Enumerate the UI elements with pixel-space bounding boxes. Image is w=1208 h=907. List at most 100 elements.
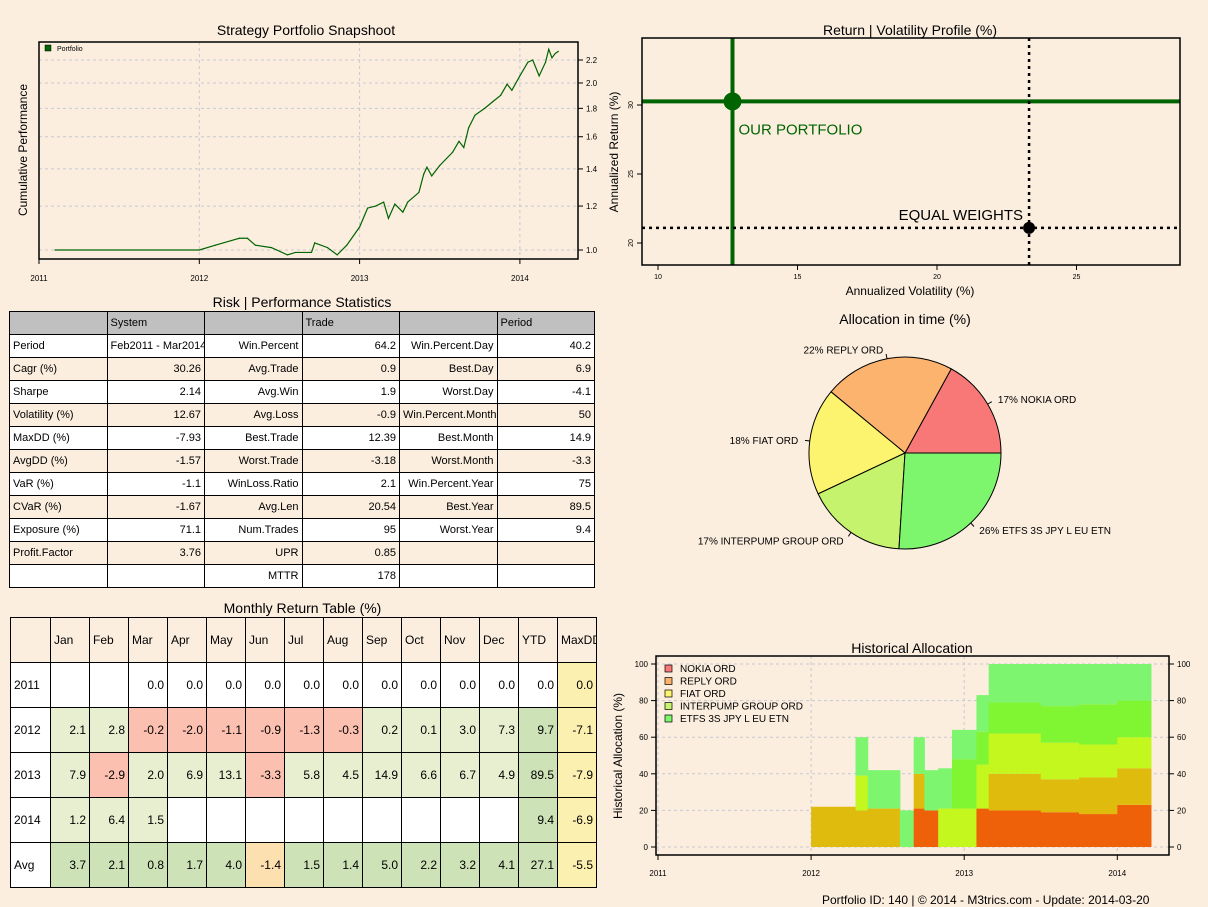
table-row: Sharpe 2.14 Avg.Win 1.9 Worst.Day -4.1: [9, 380, 595, 404]
legend-swatch: [44, 44, 52, 52]
area-segment-reply-ord: [1079, 777, 1118, 815]
table-cell: 4.1: [479, 842, 519, 888]
table-cell: -2.9: [89, 752, 129, 798]
data-point: [246, 237, 248, 239]
legend-swatch: [664, 714, 673, 723]
y-tick-label: 100: [635, 660, 649, 669]
table-cell: -3.3: [496, 449, 595, 473]
table-cell: 64.2: [301, 334, 400, 358]
table-cell: Num.Trades: [204, 518, 303, 542]
x-tick-label: 2012: [190, 274, 208, 283]
y-tick-label: 1.8: [586, 104, 598, 113]
table-cell: 6.9: [496, 357, 595, 381]
pie-slice: [808, 391, 906, 495]
table-cell: Exposure (%): [9, 518, 108, 542]
y-tick-label-right: 0: [1177, 843, 1182, 852]
data-point: [554, 52, 556, 55]
table-cell: 0.0: [362, 662, 402, 708]
table-cell: 0.0: [518, 662, 558, 708]
area-segment-etfs-3s-jpy-l-eu-etn: [938, 768, 953, 809]
table-cell: -1.3: [284, 707, 324, 753]
y-tick-label-right: 80: [1177, 697, 1186, 706]
area-segment-etfs-3s-jpy-l-eu-etn: [1040, 664, 1080, 707]
table-cell: 4.5: [323, 752, 363, 798]
table-cell: 9.4: [496, 518, 595, 542]
table-cell: MaxDD (%): [9, 426, 108, 450]
legend-swatch: [664, 702, 673, 710]
pie-label-tick: [804, 439, 810, 442]
area-segment-interpump-group-ord: [976, 731, 990, 765]
footer: Portfolio ID: 140 | © 2014 - M3trics.com…: [822, 893, 1150, 907]
data-point: [527, 61, 529, 63]
data-point: [367, 207, 369, 209]
table-cell: 6.7: [440, 752, 480, 798]
area-segment-nokia-ord: [1079, 814, 1118, 847]
table-cell: WinLoss.Ratio: [204, 472, 303, 496]
table-cell: 2014: [10, 797, 51, 843]
table-cell: [89, 662, 129, 708]
table-cell: 2.1: [50, 707, 90, 753]
y-axis-label: Annualized Return (%): [607, 92, 621, 213]
table-cell: 0.0: [128, 662, 168, 708]
legend-swatch: [664, 689, 673, 698]
area-segment-reply-ord: [1117, 768, 1152, 805]
data-point: [548, 48, 550, 50]
area-segment-reply-ord: [913, 773, 925, 809]
data-point: [439, 164, 441, 167]
table-cell: 2.1: [89, 842, 129, 888]
legend-label: Portfolio: [57, 46, 83, 53]
column-header: Jan: [50, 617, 90, 663]
data-point: [463, 146, 465, 149]
point-label: OUR PORTFOLIO: [738, 121, 862, 138]
column-header: [9, 311, 108, 335]
area-segment-etfs-3s-jpy-l-eu-etn: [867, 770, 901, 809]
area-segment-etfs-3s-jpy-l-eu-etn: [1079, 664, 1118, 705]
x-tick-label: 2013: [955, 869, 973, 878]
table-cell: 14.9: [362, 752, 402, 798]
y-tick-label: 1.0: [586, 246, 598, 255]
table-cell: 30.26: [106, 357, 205, 381]
table-row: Profit.Factor 3.76 UPR 0.85: [9, 541, 595, 565]
table-cell: 2013: [10, 752, 51, 798]
data-point: [387, 217, 390, 220]
data-point: [723, 92, 742, 111]
table-cell: 9.4: [518, 797, 558, 843]
y-tick-label-right: 40: [1177, 770, 1186, 779]
table-cell: [167, 797, 207, 843]
x-tick-label: 20: [933, 274, 941, 281]
table-cell: Volatility (%): [9, 403, 108, 427]
table-cell: 3.2: [440, 842, 480, 888]
table-cell: 75: [496, 472, 595, 496]
pie-slice: [817, 452, 906, 550]
table-cell: -0.9: [301, 403, 400, 427]
table-cell: -0.9: [245, 707, 285, 753]
area-segment-reply-ord: [1040, 779, 1080, 813]
table-header-row: System Trade Period: [9, 311, 595, 335]
legend-label: INTERPUMP GROUP ORD: [680, 702, 803, 713]
plot-frame: [641, 37, 1181, 266]
table-cell: 6.9: [167, 752, 207, 798]
area-segment-nokia-ord: [924, 810, 939, 847]
table-cell: [496, 541, 595, 565]
y-tick-label: 30: [628, 101, 635, 109]
table-cell: 0.1: [401, 707, 441, 753]
area-segment-fiat-ord: [1079, 744, 1118, 778]
table-row: 2013 7.9 -2.9 2.0 6.9 13.1 -3.3 5.8 4.5 14.9 6.6 6.…: [10, 752, 597, 798]
column-header: MaxDD (: [557, 617, 597, 663]
table-cell: -3.3: [245, 752, 285, 798]
table-cell: 7.9: [50, 752, 90, 798]
table-cell: [479, 797, 519, 843]
area-segment-nokia-ord: [988, 810, 1042, 847]
area-segment-nokia-ord: [976, 808, 990, 847]
table-cell: 40.2: [496, 334, 595, 358]
area-segment-reply-ord: [811, 806, 856, 847]
data-point: [198, 249, 200, 251]
pie-label-tick: [987, 401, 993, 405]
table-cell: 27.1: [518, 842, 558, 888]
area-segment-fiat-ord: [988, 733, 1042, 774]
table-cell: AvgDD (%): [9, 449, 108, 473]
table-cell: 1.4: [323, 842, 363, 888]
pie-slice: [830, 356, 952, 454]
data-point: [557, 50, 559, 52]
area-segment-nokia-ord: [913, 808, 925, 847]
